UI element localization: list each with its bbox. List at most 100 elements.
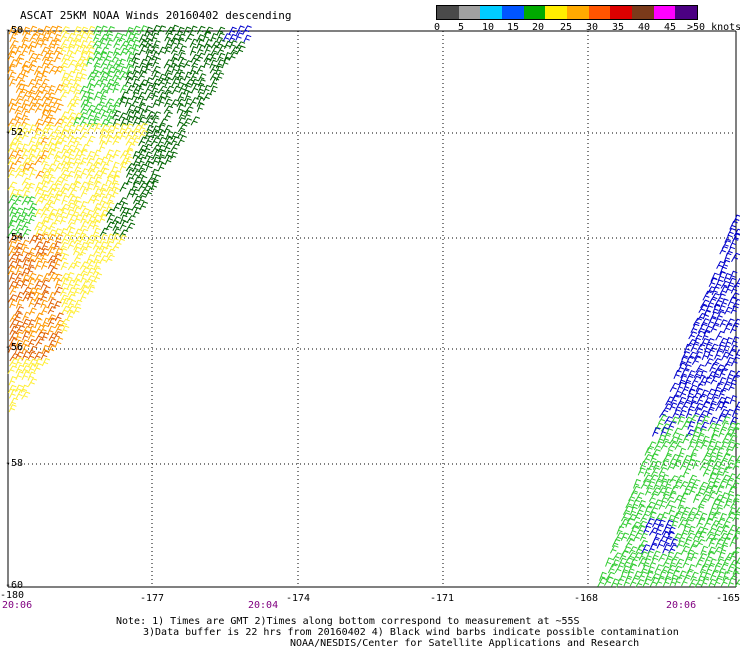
wind-barb	[695, 559, 704, 568]
wind-barb	[715, 330, 725, 341]
wind-barb	[707, 455, 717, 464]
wind-barb	[724, 408, 734, 419]
wind-barb	[720, 441, 729, 450]
wind-barb	[34, 71, 43, 81]
wind-barb	[720, 298, 729, 307]
wind-barb	[15, 331, 24, 341]
wind-barb	[666, 491, 677, 502]
wind-barb	[648, 474, 659, 483]
wind-barb	[202, 31, 211, 42]
wind-barb	[670, 520, 679, 529]
wind-barb	[74, 45, 84, 55]
wind-barb	[702, 415, 710, 424]
wind-barb	[9, 215, 18, 225]
wind-barb	[620, 532, 630, 541]
wind-barb	[87, 71, 97, 80]
wind-barb	[171, 77, 180, 87]
wind-barb	[79, 117, 89, 127]
wind-barb	[718, 459, 728, 469]
wind-barb	[709, 467, 719, 477]
wind-barb	[21, 130, 31, 140]
wind-barb	[157, 124, 166, 134]
wind-barb	[702, 290, 712, 301]
wind-barb	[139, 58, 148, 68]
wind-barb	[28, 378, 38, 387]
wind-barb	[86, 51, 95, 61]
wind-barb	[706, 408, 714, 418]
wind-barb	[717, 551, 726, 561]
wind-barb	[720, 280, 730, 289]
wind-barb	[28, 298, 37, 308]
wind-barb	[674, 440, 684, 450]
wind-barb	[647, 543, 657, 554]
wind-barb	[86, 260, 96, 269]
wind-barb	[112, 47, 121, 56]
wind-barb	[138, 109, 148, 120]
wind-barb	[22, 286, 32, 296]
wind-barb	[99, 37, 108, 48]
wind-barb	[611, 538, 621, 548]
wind-barb	[679, 512, 688, 521]
wind-barb	[40, 260, 49, 270]
wind-barb	[734, 349, 740, 360]
wind-barb	[86, 157, 95, 167]
wind-barb	[687, 525, 696, 535]
wind-barb	[48, 339, 57, 348]
wind-barb	[67, 104, 76, 114]
wind-barb	[72, 246, 82, 256]
wind-barb	[54, 83, 64, 94]
wind-barb	[729, 220, 738, 230]
wind-barb	[648, 527, 659, 536]
wind-barb	[157, 46, 167, 56]
wind-barb	[724, 377, 733, 386]
wind-barb	[68, 195, 77, 204]
wind-barb	[631, 499, 640, 509]
wind-barb	[163, 59, 173, 69]
wind-barb	[689, 414, 699, 424]
wind-barb	[34, 208, 44, 217]
wind-barb	[706, 527, 717, 536]
wind-barb	[696, 415, 705, 424]
wind-barb	[177, 52, 186, 62]
wind-barb	[41, 285, 51, 295]
wind-barb	[113, 97, 124, 107]
wind-barb	[61, 195, 70, 205]
wind-barb	[73, 143, 83, 153]
wind-barb	[99, 227, 109, 237]
wind-barb	[132, 150, 141, 159]
wind-barb	[669, 577, 678, 587]
wind-barb	[67, 182, 77, 192]
wind-barb	[215, 72, 225, 82]
wind-barb	[640, 479, 650, 489]
wind-barb	[34, 53, 43, 62]
legend-swatch-11	[675, 6, 698, 19]
wind-barb	[662, 403, 673, 412]
wind-barb	[86, 275, 96, 284]
wind-barb	[721, 259, 731, 270]
wind-barb	[86, 25, 96, 36]
wind-barb	[14, 195, 24, 204]
wind-barb	[137, 71, 148, 80]
wind-barb	[723, 500, 733, 509]
wind-barb	[126, 84, 135, 94]
wind-barb	[73, 158, 82, 166]
wind-barb	[93, 33, 101, 42]
wind-barb	[665, 478, 673, 489]
wind-barb	[59, 65, 68, 74]
wind-barb	[126, 188, 135, 198]
wind-barb	[47, 260, 56, 269]
wind-barb	[105, 201, 115, 212]
lon-label-174: -174	[286, 593, 311, 604]
wind-barb	[27, 291, 35, 301]
wind-barb	[54, 162, 64, 172]
wind-barb	[151, 144, 162, 153]
wind-barb	[74, 213, 83, 224]
wind-barb	[124, 77, 134, 87]
wind-barb	[713, 423, 722, 432]
wind-barb	[118, 234, 127, 243]
lon-label-168: -168	[574, 593, 599, 604]
wind-barb	[645, 518, 655, 528]
wind-barb	[113, 64, 123, 74]
wind-barb	[14, 45, 24, 56]
wind-barb	[74, 228, 83, 237]
